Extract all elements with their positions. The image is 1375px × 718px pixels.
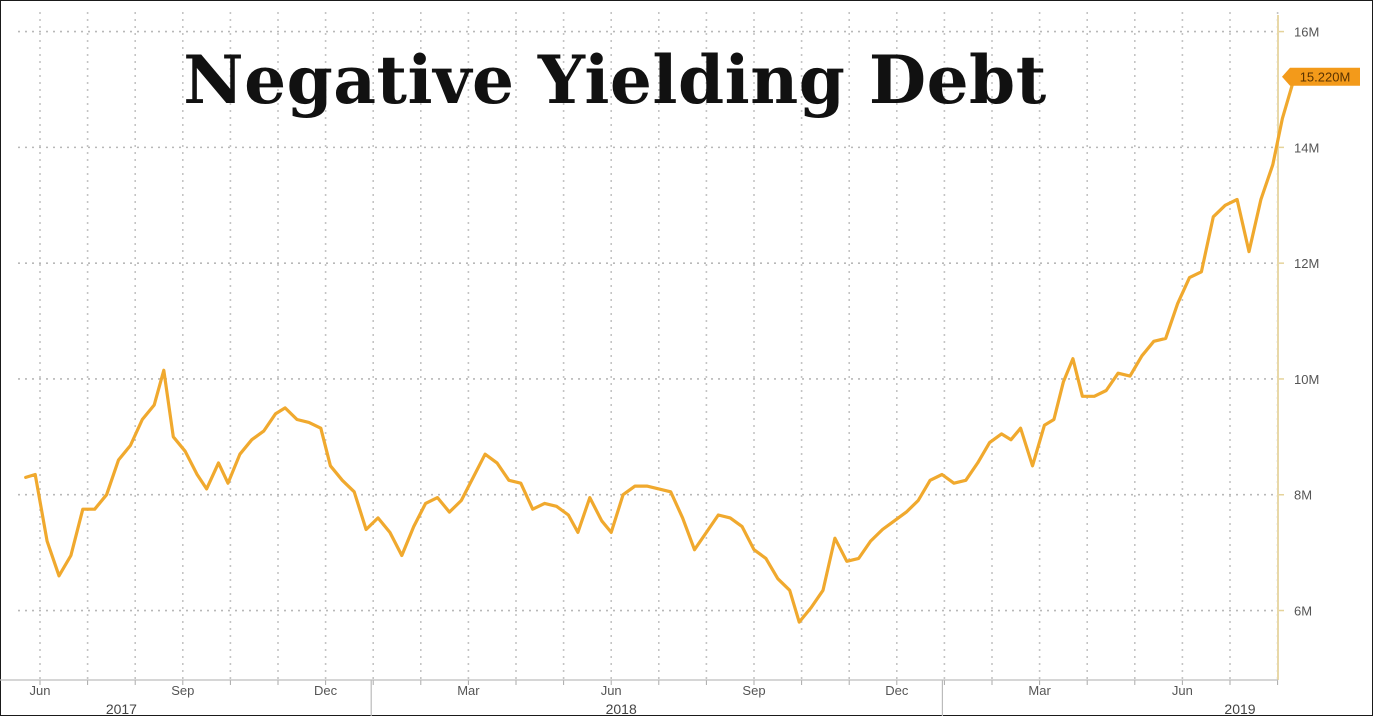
y-tick-label: 8M — [1294, 488, 1312, 503]
year-label: 2018 — [606, 701, 637, 717]
y-tick-label: 16M — [1294, 25, 1319, 40]
x-tick-label: Jun — [1172, 683, 1193, 698]
x-tick-label: Jun — [30, 683, 51, 698]
y-tick-label: 14M — [1294, 140, 1319, 155]
year-label: 2017 — [106, 701, 137, 717]
axis-layer: 6M 8M 10M 12M 14M 16M Jun Sep Dec Mar Jun Sep Dec Mar… — [0, 15, 1319, 717]
grid-layer — [18, 12, 1279, 680]
x-tick-label: Sep — [171, 683, 194, 698]
x-tick-label: Dec — [314, 683, 338, 698]
last-value-tag — [1282, 67, 1360, 86]
x-tick-label: Mar — [1028, 683, 1051, 698]
x-tick-label: Sep — [742, 683, 765, 698]
y-tick-label: 12M — [1294, 256, 1319, 271]
series-line — [24, 76, 1296, 624]
chart-title: Negative Yielding Debt — [183, 41, 1046, 119]
year-label: 2019 — [1224, 701, 1255, 717]
y-tick-label: 6M — [1294, 604, 1312, 619]
series-layer — [24, 76, 1296, 624]
x-tick-label: Jun — [601, 683, 622, 698]
last-value-label: 15.220M — [1300, 70, 1351, 85]
x-tick-label: Mar — [457, 683, 480, 698]
last-value-label-group: 15.220M — [1282, 67, 1360, 86]
x-tick-label: Dec — [885, 683, 909, 698]
y-tick-label: 10M — [1294, 372, 1319, 387]
